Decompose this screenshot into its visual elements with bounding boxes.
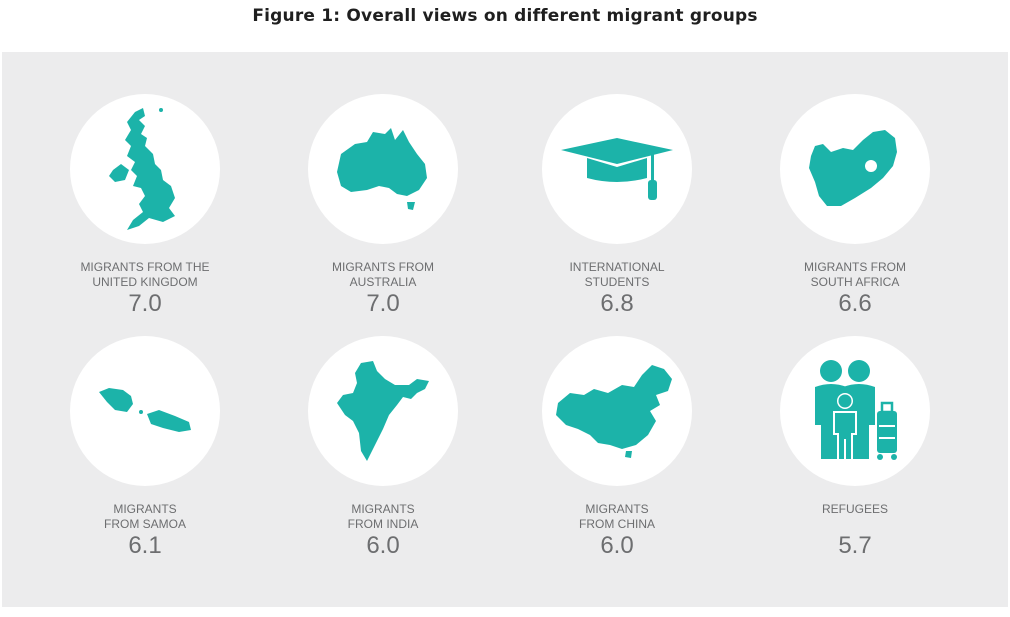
item-value: 5.7 (838, 532, 872, 559)
item-label: MIGRANTS FROM THE UNITED KINGDOM (80, 260, 210, 289)
item-label: MIGRANTS FROM AUSTRALIA (332, 260, 434, 289)
item-australia: MIGRANTS FROM AUSTRALIA 7.0 (264, 94, 502, 334)
icon-circle (308, 336, 458, 486)
icon-circle (780, 336, 930, 486)
graduation-cap-icon (561, 138, 673, 200)
item-label: MIGRANTS FROM SAMOA (103, 502, 186, 531)
icon-circle (308, 94, 458, 244)
item-international-students: INTERNATIONAL STUDENTS 6.8 (498, 94, 736, 334)
australia-map-icon (337, 128, 427, 210)
icon-circle (70, 336, 220, 486)
icon-circle (542, 336, 692, 486)
item-china: MIGRANTS FROM CHINA 6.0 (498, 336, 736, 576)
item-label: MIGRANTS FROM CHINA (579, 502, 655, 531)
item-value: 7.0 (366, 290, 400, 317)
figure-panel: MIGRANTS FROM THE UNITED KINGDOM 7.0 MIG… (2, 52, 1008, 607)
item-value: 7.0 (128, 290, 162, 317)
item-label: INTERNATIONAL STUDENTS (569, 260, 665, 289)
samoa-map-icon (99, 388, 191, 432)
india-map-icon (337, 361, 429, 461)
item-south-africa: MIGRANTS FROM SOUTH AFRICA 6.6 (736, 94, 974, 334)
icon-circle (542, 94, 692, 244)
figure-title: Figure 1: Overall views on different mig… (252, 6, 758, 26)
united-kingdom-map-icon (109, 108, 175, 230)
item-refugees: REFUGEES 5.7 (736, 336, 974, 576)
item-india: MIGRANTS FROM INDIA 6.0 (264, 336, 502, 576)
refugee-family-icon (815, 360, 897, 460)
china-map-icon (556, 365, 672, 458)
item-united-kingdom: MIGRANTS FROM THE UNITED KINGDOM 7.0 (26, 94, 264, 334)
icon-circle (780, 94, 930, 244)
icon-circle (70, 94, 220, 244)
item-label: MIGRANTS FROM INDIA (347, 502, 419, 531)
item-value: 6.0 (600, 532, 634, 559)
item-value: 6.1 (128, 532, 162, 559)
item-samoa: MIGRANTS FROM SAMOA 6.1 (26, 336, 264, 576)
item-label: REFUGEES (821, 502, 888, 516)
south-africa-map-icon (809, 130, 897, 206)
item-value: 6.8 (600, 290, 634, 317)
item-value: 6.6 (838, 290, 872, 317)
item-label: MIGRANTS FROM SOUTH AFRICA (804, 260, 906, 289)
item-value: 6.0 (366, 532, 400, 559)
